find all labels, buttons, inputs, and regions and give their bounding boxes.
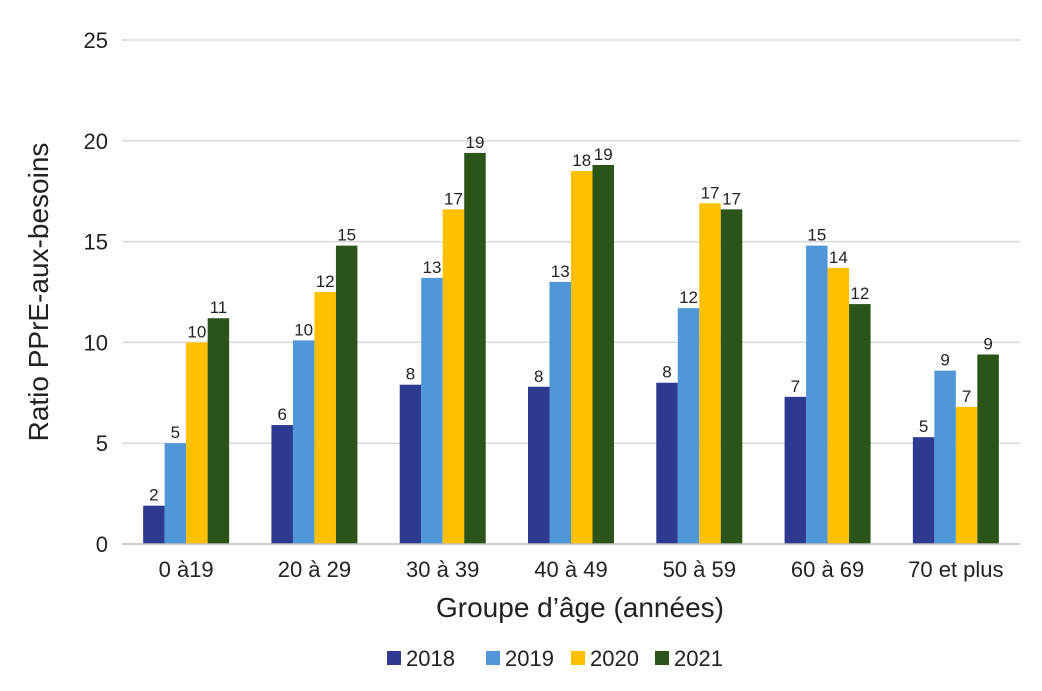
legend-label: 2018 (406, 646, 455, 671)
data-label: 15 (807, 226, 826, 245)
legend-swatch-2020 (571, 651, 585, 665)
bar-2019-2 (292, 340, 315, 544)
y-axis-title: Ratio PPrE-aux-besoins (23, 143, 54, 442)
bar-2021-6 (849, 304, 871, 544)
data-label: 7 (791, 377, 800, 396)
legend: 2018 2019 2020 2021 (387, 646, 723, 671)
data-label: 6 (277, 405, 286, 424)
bar-2018-5 (656, 382, 678, 544)
bar-2019-3 (421, 277, 443, 544)
x-tick-label: 50 à 59 (663, 557, 736, 582)
data-label: 2 (149, 486, 158, 505)
bar-2018-6 (784, 396, 807, 544)
data-label: 5 (919, 417, 928, 436)
bar-2021-5 (720, 209, 743, 544)
bar-2019-7 (934, 370, 956, 544)
bar-2019-4 (549, 281, 571, 544)
data-label: 8 (534, 367, 543, 386)
data-label: 13 (423, 258, 442, 277)
bar-2019-6 (806, 245, 828, 544)
data-label: 17 (444, 189, 463, 208)
data-label: 12 (850, 284, 869, 303)
x-tick-label: 30 à 39 (406, 557, 479, 582)
x-tick-label: 60 à 69 (791, 557, 864, 582)
data-label: 12 (316, 272, 335, 291)
bar-2020-4 (571, 171, 593, 545)
data-label: 12 (679, 288, 698, 307)
legend-swatch-2019 (486, 651, 500, 665)
data-label: 8 (662, 363, 671, 382)
data-label: 18 (572, 151, 591, 170)
x-tick-label: 40 à 49 (534, 557, 607, 582)
bar-2019-1 (164, 443, 187, 544)
bar-2018-3 (399, 384, 422, 544)
bar-2021-7 (977, 354, 999, 544)
bar-2021-3 (464, 152, 486, 544)
bar-2020-6 (827, 267, 850, 544)
data-label: 19 (594, 145, 613, 164)
y-tick-label: 15 (84, 230, 108, 255)
data-label: 19 (466, 133, 485, 152)
data-label: 17 (722, 189, 741, 208)
bar-2021-2 (335, 245, 358, 544)
data-label: 14 (829, 248, 848, 267)
data-label: 9 (940, 351, 949, 370)
y-tick-label: 0 (96, 532, 108, 557)
data-label: 11 (210, 298, 228, 317)
x-axis-ticks: 0 à19 20 à 29 30 à 39 40 à 49 50 à 59 60 à 69… (159, 557, 1004, 582)
bar-2021-1 (207, 318, 230, 544)
data-label: 10 (187, 322, 206, 341)
bar-2018-2 (271, 425, 293, 544)
bar-2020-7 (955, 406, 978, 544)
data-label: 8 (406, 365, 415, 384)
y-tick-label: 20 (84, 129, 108, 154)
data-label: 10 (294, 320, 313, 339)
bar-2021-4 (592, 164, 614, 544)
data-label: 7 (962, 387, 971, 406)
bar-2020-1 (186, 342, 208, 544)
y-axis-ticks: 0 5 10 15 20 25 (84, 28, 108, 557)
legend-label: 2021 (674, 646, 723, 671)
x-tick-label: 20 à 29 (278, 557, 351, 582)
x-axis-title: Groupe d’âge (années) (436, 592, 724, 623)
bar-2020-2 (314, 292, 336, 544)
bar-2018-1 (143, 505, 165, 544)
bar-2018-7 (912, 437, 935, 544)
data-label: 15 (337, 226, 356, 245)
bar-2018-4 (528, 386, 550, 544)
legend-label: 2020 (590, 646, 639, 671)
data-label: 13 (551, 262, 570, 281)
data-label: 5 (171, 423, 180, 442)
bar-2019-5 (677, 308, 700, 544)
legend-swatch-2018 (387, 651, 401, 665)
bar-2020-3 (442, 209, 465, 544)
y-tick-label: 25 (84, 28, 108, 53)
y-tick-label: 10 (84, 330, 108, 355)
bars (143, 152, 999, 545)
data-label: 9 (983, 334, 992, 353)
legend-swatch-2021 (655, 651, 669, 665)
data-label: 17 (701, 183, 720, 202)
legend-label: 2019 (505, 646, 554, 671)
y-tick-label: 5 (96, 431, 108, 456)
x-tick-label: 70 et plus (908, 557, 1003, 582)
x-tick-label: 0 à19 (159, 557, 214, 582)
bar-2020-5 (699, 203, 721, 544)
